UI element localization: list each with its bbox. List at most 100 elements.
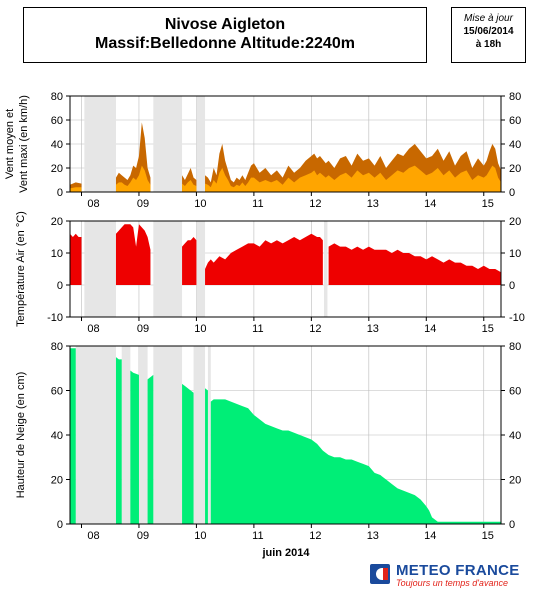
y-tick-label: 10 <box>509 248 521 260</box>
x-day-label: 12 <box>309 530 321 542</box>
y-tick-label: 40 <box>51 430 63 442</box>
missing-data-band <box>196 221 206 317</box>
series-area-mean <box>115 165 151 192</box>
y-tick-label: 60 <box>51 386 63 398</box>
x-day-label: 08 <box>87 198 99 210</box>
x-day-label: 12 <box>309 323 321 335</box>
series-area-temperature <box>115 224 151 285</box>
data-layer <box>70 96 501 192</box>
update-box: Mise à jour 15/06/2014 à 18h <box>451 7 526 63</box>
y-tick-label: 80 <box>509 341 521 353</box>
data-layer <box>70 221 501 317</box>
x-day-label: 15 <box>482 198 494 210</box>
series-area-snow <box>130 370 139 524</box>
x-day-label: 14 <box>424 530 436 542</box>
x-day-label: 13 <box>367 530 379 542</box>
y-tick-label: 0 <box>57 519 63 531</box>
x-axis-title: juin 2014 <box>261 547 310 559</box>
update-time: à 18h <box>475 39 502 50</box>
y-tick-label: 0 <box>57 280 63 292</box>
y-axis-title: Hauteur de Neige (en cm) <box>15 372 27 499</box>
missing-data-band <box>193 346 206 524</box>
missing-data-band <box>121 346 131 524</box>
x-day-label: 09 <box>137 198 149 210</box>
x-day-label: 08 <box>87 530 99 542</box>
missing-data-band <box>207 346 211 524</box>
y-tick-label: 80 <box>51 341 63 353</box>
missing-data-band <box>153 221 183 317</box>
series-area-snow <box>70 348 76 524</box>
series-area-temperature <box>70 233 82 285</box>
y-axis-title: Vent maxi (en km/h) <box>18 95 30 193</box>
x-day-label: 08 <box>87 323 99 335</box>
x-day-label: 11 <box>252 323 263 335</box>
missing-data-band <box>324 221 328 317</box>
y-tick-label: 0 <box>57 187 63 199</box>
series-area-snow <box>210 399 501 524</box>
y-tick-label: -10 <box>47 312 63 324</box>
series-area-temperature <box>182 237 197 285</box>
missing-data-band <box>84 221 116 317</box>
y-tick-label: 40 <box>509 139 521 151</box>
x-day-label: 14 <box>424 198 436 210</box>
missing-data-band <box>84 96 116 192</box>
series-area-mean <box>205 165 501 192</box>
logo-slogan: Toujours un temps d'avance <box>396 578 508 588</box>
missing-data-band <box>196 96 206 192</box>
y-tick-label: 20 <box>509 216 521 228</box>
x-day-label: 10 <box>194 323 206 335</box>
series-area-temperature <box>205 233 323 285</box>
y-axis-title: Vent moyen et <box>4 109 16 179</box>
title-box: Nivose Aigleton Massif:Belledonne Altitu… <box>23 7 427 63</box>
snow-depth-panel: 0 0 20 20 40 40 60 60 80 80 08 09 10 11 12 13 14 15 Hauteu… <box>15 341 521 542</box>
y-tick-label: 0 <box>509 280 515 292</box>
y-axis-title: Température Air (en °C) <box>15 211 27 327</box>
x-day-label: 11 <box>252 198 263 210</box>
y-tick-label: 80 <box>51 91 63 103</box>
logo-name: METEO FRANCE <box>396 562 520 579</box>
y-tick-label: 20 <box>51 163 63 175</box>
series-area-mean <box>70 187 82 192</box>
data-layer <box>70 346 501 524</box>
missing-data-band <box>138 346 148 524</box>
series-area-snow <box>115 357 122 524</box>
station-subtitle: Massif:Belledonne Altitude:2240m <box>95 35 355 52</box>
update-date: 15/06/2014 <box>463 26 514 37</box>
missing-data-band <box>153 96 183 192</box>
plot-frame <box>69 220 502 318</box>
y-tick-label: 60 <box>51 115 63 127</box>
y-tick-label: 10 <box>51 248 63 260</box>
series-area-snow <box>182 383 194 524</box>
y-tick-label: 20 <box>51 216 63 228</box>
y-tick-label: 20 <box>509 475 521 487</box>
x-day-label: 10 <box>194 530 206 542</box>
x-day-label: 09 <box>137 323 149 335</box>
meteo-france-logo: METEO FRANCE Toujours un temps d'avance <box>370 562 535 588</box>
y-tick-label: 80 <box>509 91 521 103</box>
x-day-label: 09 <box>137 530 149 542</box>
series-area-temperature <box>328 243 501 285</box>
station-title: Nivose Aigleton <box>164 16 286 33</box>
x-day-label: 10 <box>194 198 206 210</box>
y-tick-label: 40 <box>51 139 63 151</box>
x-day-label: 13 <box>367 323 379 335</box>
series-area-snow <box>147 374 154 524</box>
y-tick-label: 40 <box>509 430 521 442</box>
missing-data-band <box>153 346 183 524</box>
update-label: Mise à jour <box>464 13 513 24</box>
y-tick-label: 20 <box>51 475 63 487</box>
missing-data-band <box>75 346 116 524</box>
x-day-label: 14 <box>424 323 436 335</box>
y-tick-label: 60 <box>509 386 521 398</box>
x-day-label: 13 <box>367 198 379 210</box>
y-tick-label: -10 <box>509 312 525 324</box>
y-tick-label: 20 <box>509 163 521 175</box>
x-day-label: 12 <box>309 198 321 210</box>
x-day-label: 11 <box>252 530 263 542</box>
temperature-panel: -10 -10 0 0 10 10 20 20 08 09 10 11 12 13 14 15 Températ… <box>15 211 525 335</box>
y-tick-label: 0 <box>509 187 515 199</box>
meteo-france-logo-icon <box>370 564 390 584</box>
x-day-label: 15 <box>482 530 494 542</box>
y-tick-label: 60 <box>509 115 521 127</box>
